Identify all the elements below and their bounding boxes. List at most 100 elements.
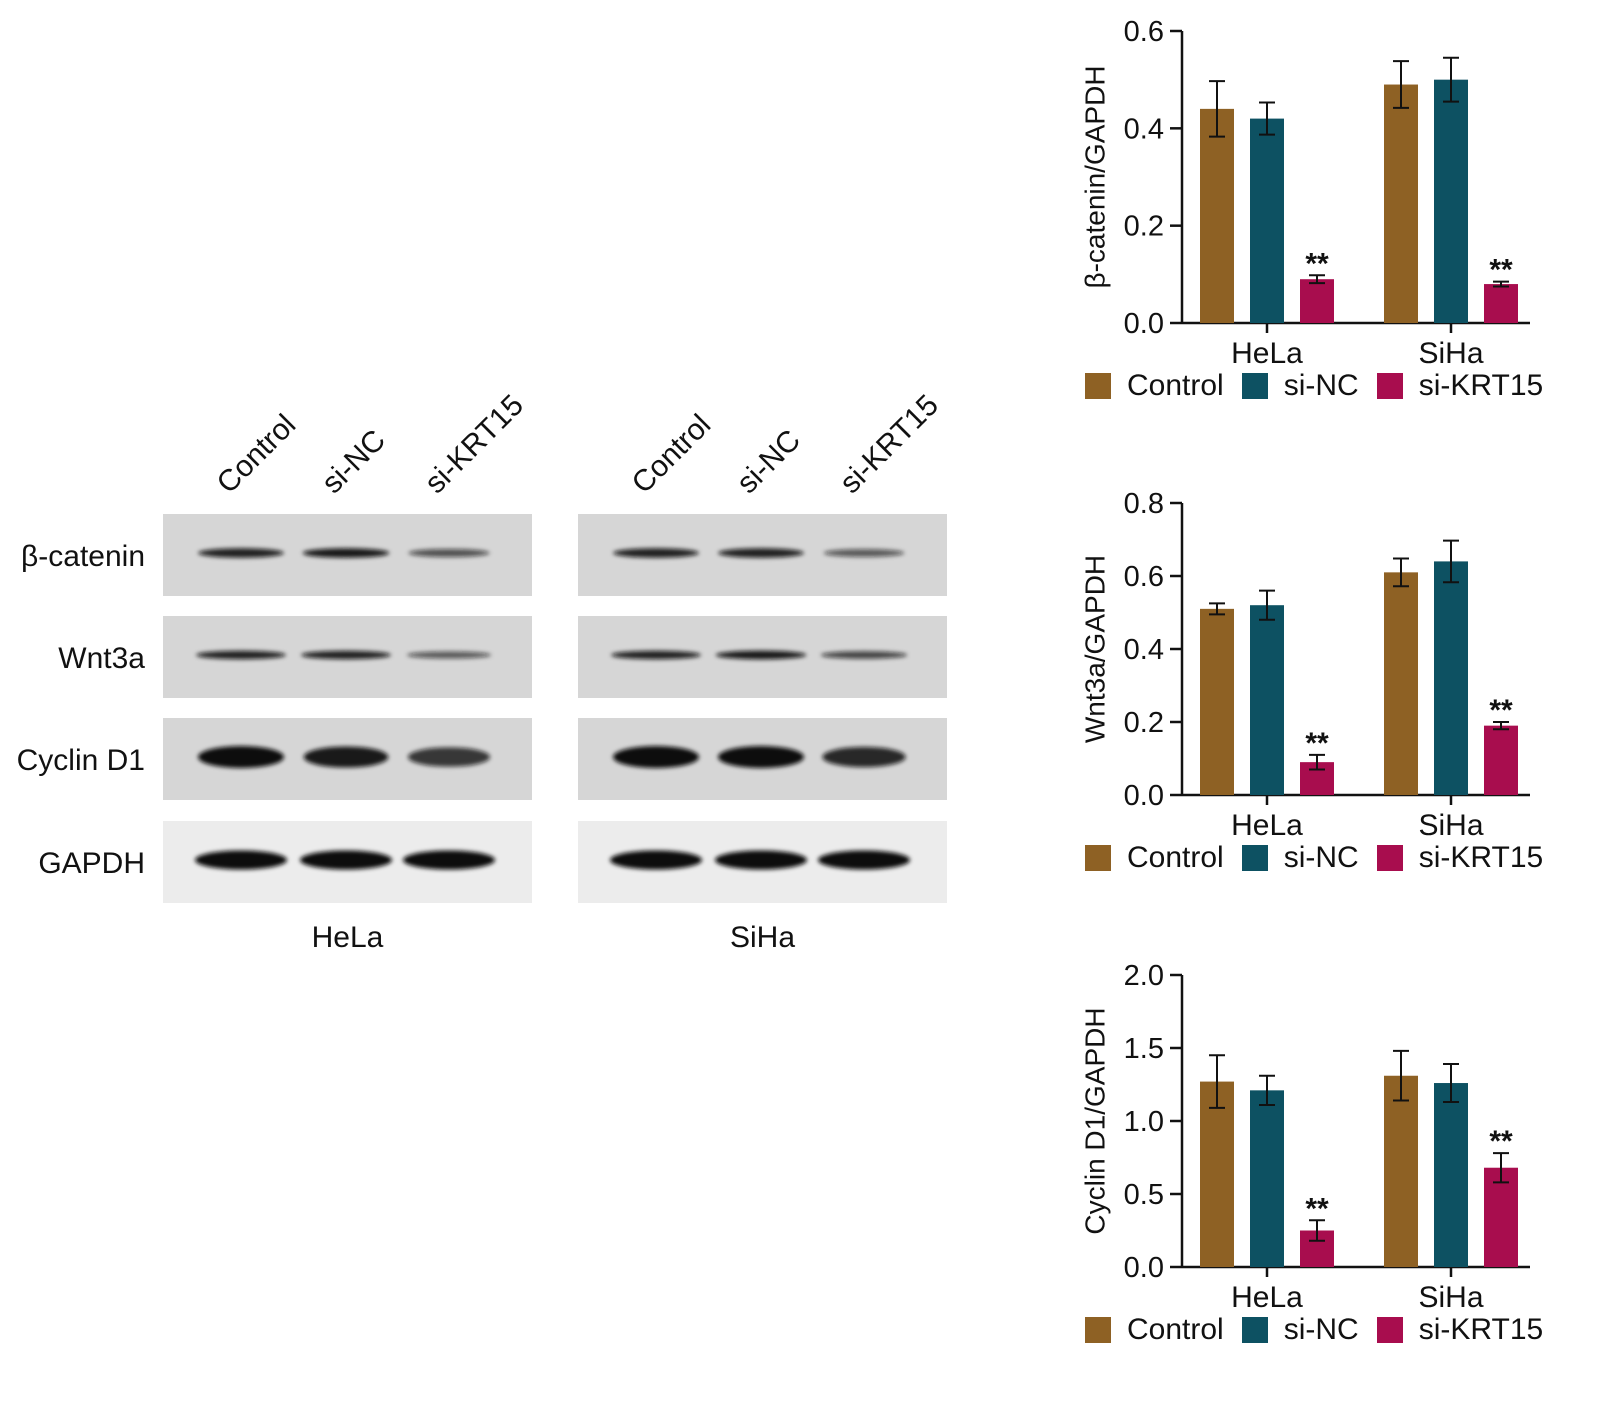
bar-chart: 0.0 0.2 0.4 0.6 β-catenin/GAPDH HeLa SiHa ** **	[1080, 16, 1530, 370]
legend-label: si-NC	[1283, 369, 1359, 402]
y-tick-label: 0.2	[1124, 707, 1164, 739]
bar	[1384, 84, 1418, 324]
blot-band	[717, 548, 805, 558]
blot-row-label: Cyclin D1	[17, 744, 145, 777]
blot-band	[196, 650, 286, 660]
bar	[1250, 605, 1284, 795]
y-tick-label: 0.2	[1124, 211, 1164, 243]
legend-swatch	[1241, 845, 1268, 871]
chart-legend: Control si-NC si-KRT15	[1085, 366, 1605, 406]
legend-item: si-KRT15	[1376, 841, 1543, 875]
bar	[1384, 572, 1418, 795]
legend-swatch	[1376, 373, 1403, 399]
error-bar	[1259, 589, 1275, 621]
error-bar	[1309, 1219, 1325, 1242]
bar-chart: 0.0 0.5 1.0 1.5 2.0 Cyclin D1/GAPDH HeLa SiHa **…	[1080, 960, 1530, 1314]
legend-swatch	[1085, 373, 1111, 399]
legend-label: si-KRT15	[1418, 369, 1544, 402]
bar	[1250, 118, 1284, 323]
y-tick-label: 1.0	[1124, 1106, 1164, 1138]
blot-band	[613, 746, 699, 768]
bar	[1384, 1075, 1418, 1267]
legend-swatch	[1241, 1317, 1268, 1343]
error-bar	[1259, 1074, 1275, 1106]
error-bar	[1209, 1054, 1225, 1109]
lane-label: si-NC	[316, 424, 392, 500]
lane-label: Control	[626, 408, 718, 500]
blot-band	[820, 651, 908, 659]
y-tick-label: 0.0	[1124, 780, 1164, 812]
y-tick-label: 0.6	[1124, 561, 1164, 593]
blot-band	[611, 650, 701, 660]
blot-band	[407, 747, 491, 767]
legend-item: si-KRT15	[1376, 369, 1544, 403]
y-tick-label: 0.8	[1124, 488, 1164, 520]
bar	[1200, 108, 1234, 323]
legend-label: Control	[1127, 1313, 1224, 1346]
blot-band	[715, 650, 807, 660]
blot-band	[612, 548, 700, 558]
error-bar	[1493, 280, 1509, 288]
lane-label: si-KRT15	[834, 389, 945, 500]
bar	[1434, 1083, 1468, 1267]
legend-item: si-NC	[1241, 369, 1359, 403]
blot-band	[718, 746, 804, 768]
significance-marker: **	[1489, 694, 1513, 727]
blot-band	[403, 850, 495, 870]
blot-band	[408, 549, 490, 557]
error-bar	[1443, 539, 1459, 584]
charts-column: 0.0 0.2 0.4 0.6 β-catenin/GAPDH HeLa SiHa ** ** C…	[1075, 0, 1613, 1416]
legend-label: Control	[1127, 841, 1224, 874]
blot-band	[715, 850, 807, 870]
blot-band	[300, 850, 392, 870]
blot-band	[818, 850, 910, 870]
legend-item: Control	[1085, 369, 1224, 403]
blot-group-label: SiHa	[730, 921, 795, 954]
blot-band	[823, 549, 905, 557]
bar	[1250, 1090, 1284, 1267]
blot-row-label: GAPDH	[38, 847, 145, 880]
blot-band	[198, 746, 284, 768]
error-bar	[1259, 101, 1275, 136]
blot-row-label: β-catenin	[21, 540, 145, 573]
error-bar	[1443, 56, 1459, 103]
error-bar	[1393, 60, 1409, 109]
error-bar	[1309, 274, 1325, 285]
y-tick-label: 0.6	[1124, 16, 1164, 48]
error-bar	[1393, 557, 1409, 588]
legend-swatch	[1085, 1317, 1111, 1343]
lane-label: si-NC	[731, 424, 807, 500]
significance-marker: **	[1305, 1192, 1329, 1225]
error-bar	[1443, 1063, 1459, 1104]
bar	[1484, 725, 1518, 795]
significance-marker: **	[1489, 254, 1513, 287]
legend-item: si-NC	[1241, 1313, 1359, 1347]
error-bar	[1209, 602, 1225, 616]
x-tick-label: HeLa	[1231, 1281, 1303, 1314]
blot-band	[822, 746, 906, 768]
bar	[1484, 1167, 1518, 1267]
blot-band	[406, 651, 492, 659]
error-bar	[1309, 753, 1325, 771]
bar-chart: 0.0 0.2 0.4 0.6 0.8 Wnt3a/GAPDH HeLa SiHa ** **	[1080, 488, 1530, 842]
blot-band	[610, 850, 702, 870]
blot-group-label: HeLa	[312, 921, 384, 954]
bar	[1484, 284, 1518, 323]
y-tick-label: 0.0	[1124, 308, 1164, 340]
chart-legend: Control si-NC si-KRT15	[1085, 1310, 1605, 1350]
y-axis-label: Wnt3a/GAPDH	[1080, 555, 1111, 743]
y-tick-label: 0.0	[1124, 1252, 1164, 1284]
blot-band	[197, 548, 285, 558]
x-tick-label: SiHa	[1418, 1281, 1483, 1314]
legend-label: si-NC	[1283, 1313, 1359, 1346]
x-tick-label: SiHa	[1418, 809, 1483, 842]
blot-band	[301, 650, 391, 660]
y-tick-label: 0.5	[1124, 1179, 1164, 1211]
y-axis-label: Cyclin D1/GAPDH	[1080, 1007, 1111, 1234]
bar	[1300, 279, 1334, 323]
error-bar	[1209, 80, 1225, 138]
blot-band	[303, 746, 389, 768]
legend-label: si-NC	[1283, 841, 1359, 874]
lane-label: si-KRT15	[419, 389, 530, 500]
